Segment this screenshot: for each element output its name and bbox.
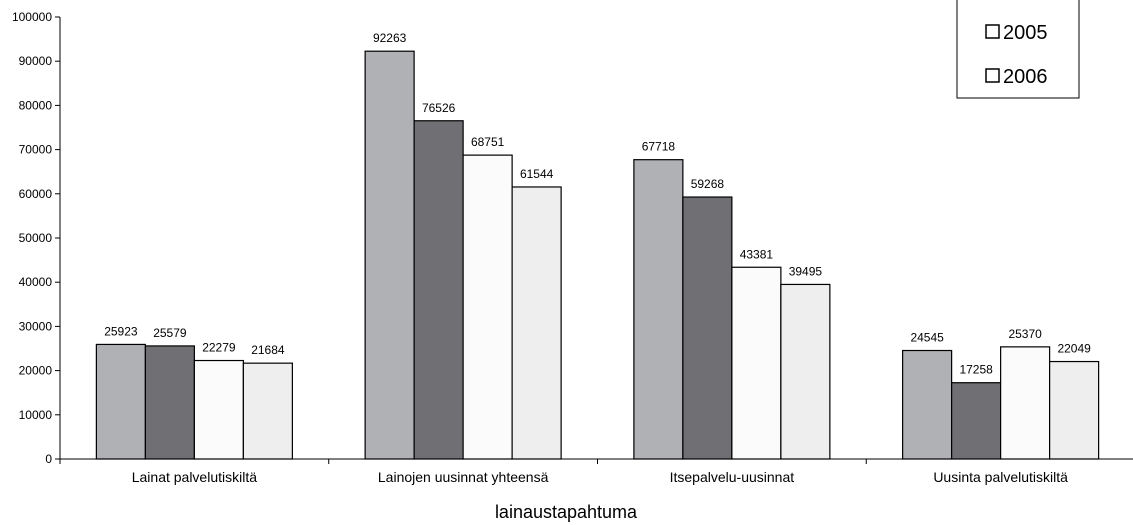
legend-marker	[985, 68, 1000, 83]
data-label: 17258	[959, 363, 993, 377]
legend-box	[956, 0, 1080, 99]
bar	[413, 120, 464, 460]
data-label: 43381	[740, 247, 774, 261]
x-tick-label: Uusinta palvelutiskiltä	[933, 469, 1068, 485]
y-tick-label: 0	[45, 452, 52, 466]
bar	[682, 196, 733, 460]
y-tick-label: 40000	[19, 275, 53, 289]
data-label: 59268	[691, 177, 725, 191]
bar	[902, 349, 953, 460]
data-label: 25579	[153, 326, 187, 340]
y-tick-label: 30000	[19, 319, 53, 333]
bar	[242, 362, 293, 460]
bar	[1049, 360, 1100, 460]
data-label: 67718	[642, 140, 676, 154]
legend-label: 2005	[1003, 22, 1048, 44]
data-label: 76526	[422, 101, 456, 115]
data-label: 39495	[789, 264, 823, 278]
y-tick-label: 50000	[19, 231, 53, 245]
bar	[193, 359, 244, 460]
y-tick-label: 20000	[19, 364, 53, 378]
bar	[95, 343, 146, 460]
y-tick-label: 60000	[19, 187, 53, 201]
data-label: 61544	[520, 167, 554, 181]
x-tick-label: Lainojen uusinnat yhteensä	[378, 469, 549, 485]
data-label: 25370	[1008, 327, 1042, 341]
bar	[633, 159, 684, 460]
legend-label: 2006	[1003, 66, 1048, 88]
data-label: 21684	[251, 343, 285, 357]
data-label: 24545	[910, 331, 944, 345]
legend: 2005 2006	[956, 0, 1080, 99]
y-tick-label: 100000	[12, 10, 52, 24]
y-tick-label: 70000	[19, 143, 53, 157]
bar	[511, 186, 562, 460]
bar	[731, 266, 782, 460]
legend-marker	[985, 24, 1000, 39]
bar	[144, 345, 195, 460]
bar	[364, 50, 415, 460]
x-axis-title: lainaustapahtuma	[495, 502, 638, 522]
y-tick-label: 80000	[19, 98, 53, 112]
data-label: 22049	[1057, 342, 1091, 356]
bar	[951, 382, 1002, 460]
x-tick-label: Lainat palvelutiskiltä	[132, 469, 258, 485]
data-label: 92263	[373, 31, 407, 45]
labels-layer: 25923 25579 22279 21684 Lainat palvelutiskil…	[104, 31, 1091, 485]
y-tick-label: 90000	[19, 54, 53, 68]
data-label: 25923	[104, 324, 138, 338]
bar	[780, 283, 831, 460]
y-tick-label: 10000	[19, 408, 53, 422]
axes-layer: 0 10000 20000 30000 40000 50000 60000 70000 8000…	[12, 10, 1133, 466]
bars-layer	[95, 50, 1100, 460]
x-tick-label: Itsepalvelu-uusinnat	[670, 469, 795, 485]
bar	[1000, 346, 1051, 460]
data-label: 22279	[202, 341, 236, 355]
data-label: 68751	[471, 135, 505, 149]
bar	[462, 154, 513, 460]
